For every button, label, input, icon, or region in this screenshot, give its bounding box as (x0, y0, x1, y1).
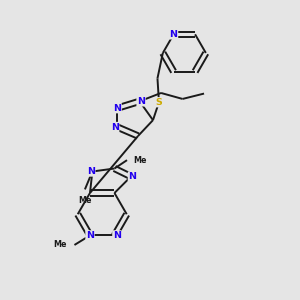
Text: N: N (87, 167, 95, 176)
Text: N: N (137, 97, 145, 106)
Text: N: N (86, 231, 94, 240)
Text: Me: Me (53, 241, 67, 250)
Text: N: N (113, 231, 121, 240)
Text: N: N (111, 122, 119, 131)
Text: Me: Me (134, 156, 147, 165)
Text: S: S (156, 98, 162, 107)
Text: N: N (128, 172, 136, 181)
Text: Me: Me (78, 196, 92, 205)
Text: N: N (113, 104, 121, 113)
Text: N: N (169, 30, 178, 39)
